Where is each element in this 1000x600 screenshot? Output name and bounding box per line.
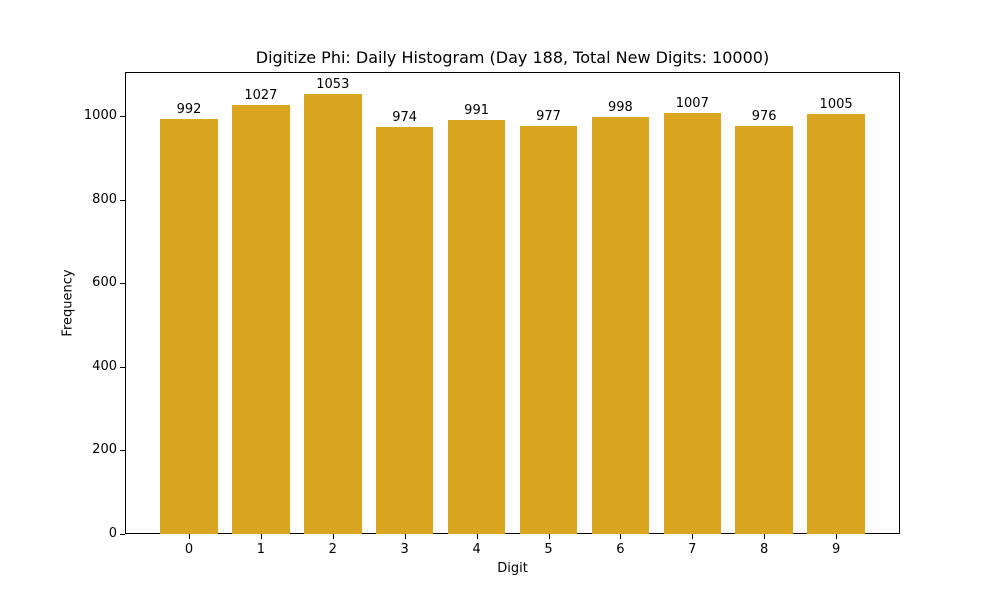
- y-tick: [120, 283, 125, 285]
- x-tick: [260, 534, 262, 539]
- x-tick-label: 7: [688, 542, 697, 557]
- x-tick-label: 3: [400, 542, 409, 557]
- x-tick-label: 8: [760, 542, 769, 557]
- bar-value-label: 974: [392, 109, 418, 125]
- y-tick-label: 200: [92, 442, 117, 458]
- x-tick: [332, 534, 334, 539]
- x-tick: [189, 534, 190, 539]
- y-tick: [120, 115, 125, 117]
- x-tick-label: 9: [831, 542, 841, 557]
- bar-value-label: 976: [751, 108, 777, 124]
- x-tick-label: 6: [616, 542, 625, 557]
- bar-digit-2: [304, 93, 362, 534]
- bar-value-label: 1027: [244, 87, 278, 103]
- x-tick: [404, 534, 406, 539]
- y-tick: [120, 450, 125, 452]
- bar-digit-7: [663, 112, 722, 534]
- y-tick-label: 0: [108, 526, 117, 541]
- x-tick: [836, 534, 838, 539]
- y-tick-label: 1000: [83, 107, 117, 123]
- y-tick: [120, 199, 125, 201]
- bar-digit-5: [519, 125, 578, 534]
- bar-value-label: 1007: [675, 95, 709, 111]
- x-tick: [476, 534, 478, 539]
- plot-area: [125, 72, 900, 534]
- x-tick-label: 5: [544, 542, 553, 557]
- bar-value-label: 991: [464, 102, 489, 118]
- bar-digit-1: [232, 104, 290, 534]
- x-tick-label: 1: [256, 542, 266, 557]
- y-tick: [120, 534, 125, 535]
- bar-digit-4: [447, 119, 506, 534]
- x-tick: [764, 534, 766, 539]
- bar-value-label: 977: [536, 108, 561, 124]
- bar-value-label: 992: [176, 102, 202, 118]
- x-axis-title: Digit: [497, 561, 528, 576]
- y-tick: [120, 366, 125, 368]
- x-tick: [548, 534, 550, 539]
- x-tick: [620, 534, 622, 539]
- bar-value-label: 998: [607, 99, 633, 115]
- y-axis-title: Frequency: [60, 269, 76, 337]
- bar-value-label: 1053: [316, 76, 350, 92]
- bar-digit-9: [807, 113, 865, 534]
- y-tick-label: 400: [92, 358, 117, 374]
- x-tick: [692, 534, 694, 539]
- x-tick-label: 0: [184, 542, 194, 557]
- bar-digit-8: [735, 125, 793, 534]
- y-tick-label: 800: [92, 191, 117, 207]
- bar-digit-3: [375, 126, 434, 534]
- bar-value-label: 1005: [819, 96, 853, 112]
- y-tick-label: 600: [92, 275, 117, 291]
- chart-title: Digitize Phi: Daily Histogram (Day 188, …: [255, 48, 770, 67]
- x-tick-label: 4: [472, 542, 481, 557]
- bar-digit-6: [591, 116, 650, 534]
- x-tick-label: 2: [328, 542, 337, 557]
- bar-digit-0: [160, 119, 218, 534]
